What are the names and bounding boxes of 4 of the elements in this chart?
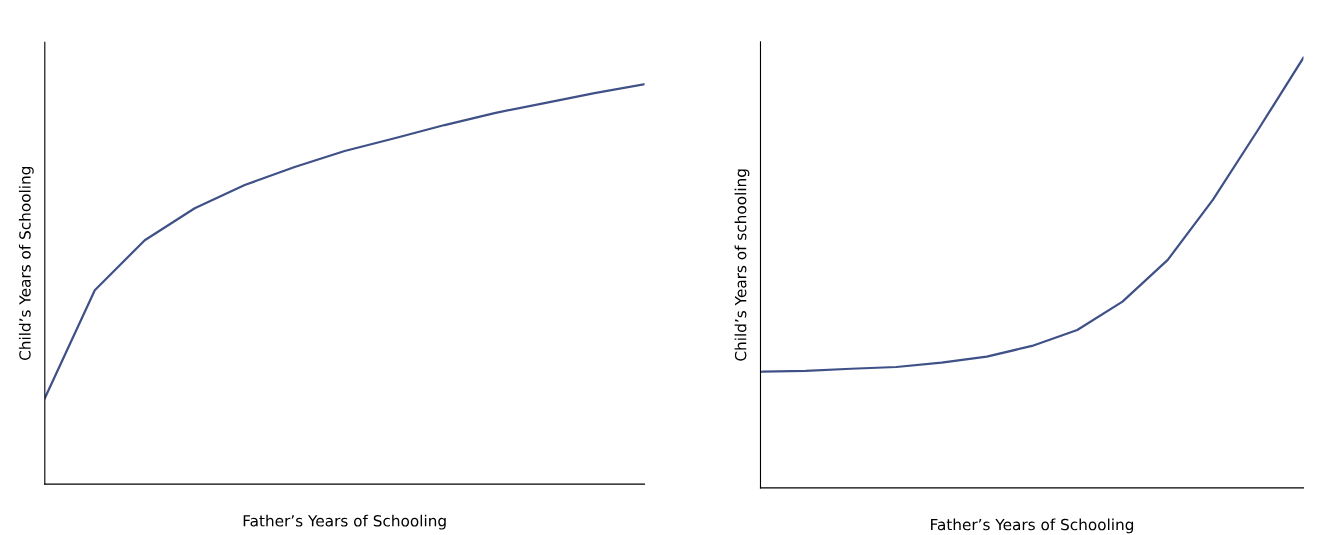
x-axis-title: Father’s Years of Schooling [243,514,446,530]
x-axis-title: Father’s Years of Schooling [931,518,1134,534]
y-axis-title: Child’s Years of Schooling [18,166,34,361]
y-axis-title: Child’s Years of schooling [734,169,750,361]
